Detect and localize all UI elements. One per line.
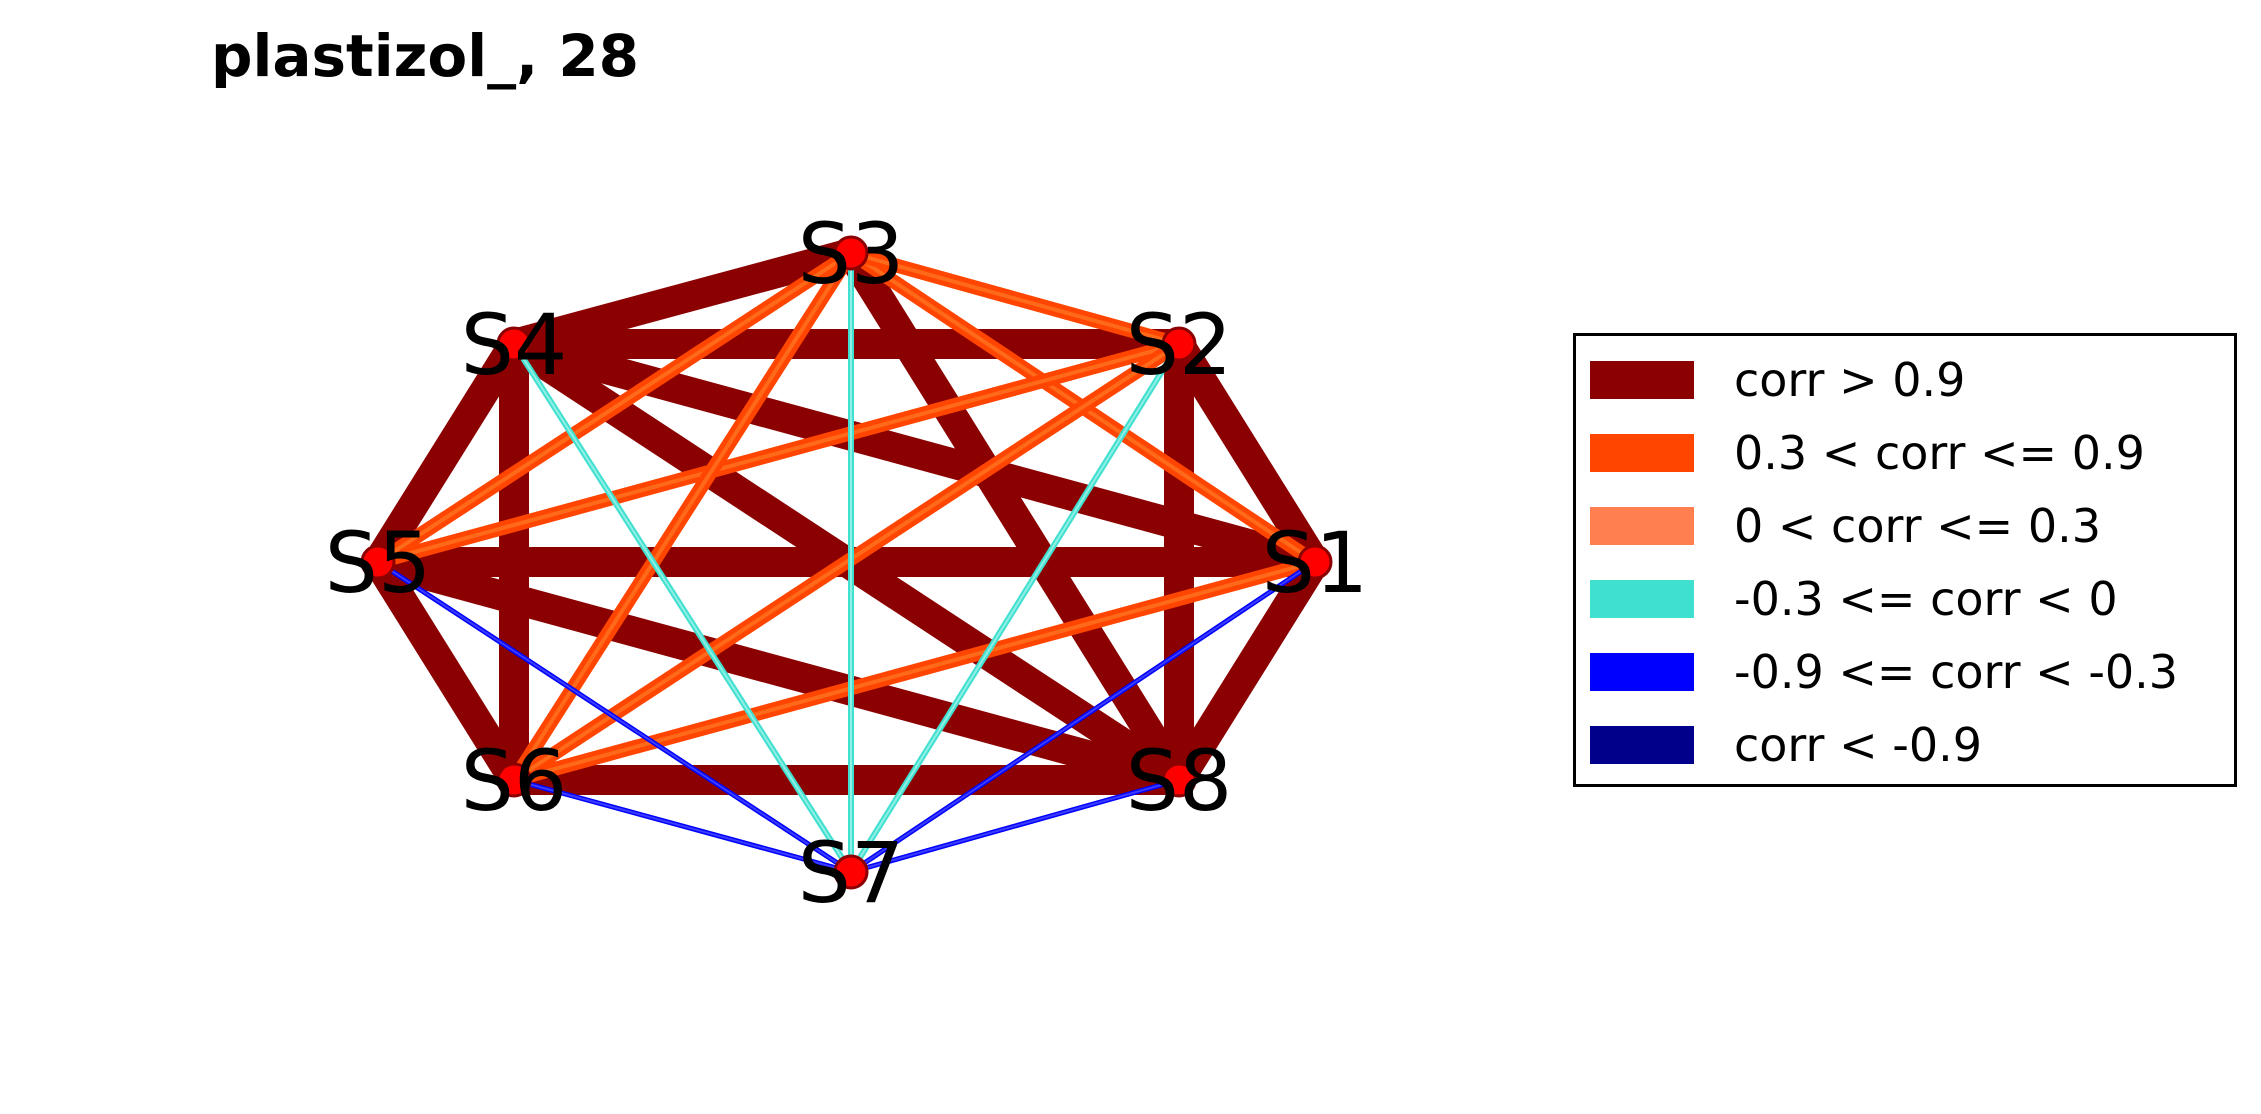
edge-highlight bbox=[513, 560, 1316, 782]
node-s4 bbox=[496, 326, 532, 362]
edge-core bbox=[850, 561, 1316, 873]
edge-s1-s8 bbox=[1164, 547, 1330, 795]
legend-label: corr > 0.9 bbox=[1734, 353, 1966, 407]
node-label-s3: S3 bbox=[798, 205, 905, 303]
node-s1 bbox=[1297, 544, 1333, 580]
edge-layer bbox=[363, 238, 1330, 875]
edge-highlight bbox=[512, 342, 1181, 782]
node-label-s5: S5 bbox=[325, 514, 432, 612]
legend-entry-weak-negative: -0.3 <= corr < 0 bbox=[1590, 569, 2118, 629]
label-layer: S1 S2 S3 S4 S5 S6 S7 S8 bbox=[325, 205, 1369, 922]
node-s2 bbox=[1161, 326, 1197, 362]
node-s5 bbox=[360, 544, 396, 580]
legend-entry-strong-negative: -0.9 <= corr < -0.3 bbox=[1590, 642, 2178, 702]
legend-label: 0.3 < corr <= 0.9 bbox=[1734, 426, 2145, 480]
legend: corr > 0.9 0.3 < corr <= 0.9 0 < corr <=… bbox=[1573, 333, 2237, 787]
legend-entry-very-strong-positive: corr > 0.9 bbox=[1590, 350, 1965, 410]
edge-highlight bbox=[376, 251, 853, 564]
edge-s3-s4 bbox=[499, 238, 866, 359]
node-s6 bbox=[496, 762, 532, 798]
graph-title: plastizol_, 28 bbox=[210, 22, 640, 90]
legend-swatch bbox=[1590, 361, 1694, 399]
legend-swatch bbox=[1590, 653, 1694, 691]
edge-highlight bbox=[512, 251, 853, 782]
edge-core bbox=[513, 343, 852, 873]
node-s8 bbox=[1161, 762, 1197, 798]
node-layer bbox=[360, 235, 1333, 890]
legend-label: -0.9 <= corr < -0.3 bbox=[1734, 645, 2179, 699]
legend-swatch bbox=[1590, 580, 1694, 618]
edge-s5-s6 bbox=[363, 547, 529, 795]
correlation-network-graph: S1 S2 S3 S4 S5 S6 S7 S8 bbox=[325, 205, 1369, 922]
legend-label: corr < -0.9 bbox=[1734, 718, 1982, 772]
edge-s4-s5 bbox=[363, 329, 529, 577]
legend-swatch bbox=[1590, 507, 1694, 545]
legend-entry-very-strong-negative: corr < -0.9 bbox=[1590, 715, 1982, 775]
legend-swatch bbox=[1590, 726, 1694, 764]
node-s3 bbox=[833, 235, 869, 271]
edge-s1-s2 bbox=[1164, 329, 1330, 577]
edge-core bbox=[513, 779, 852, 873]
legend-label: 0 < corr <= 0.3 bbox=[1734, 499, 2101, 553]
edge-core bbox=[850, 779, 1180, 873]
node-s7 bbox=[833, 854, 869, 890]
edge-highlight bbox=[850, 251, 1180, 346]
node-label-s4: S4 bbox=[461, 296, 568, 394]
edge-core bbox=[850, 343, 1180, 873]
legend-entry-weak-positive: 0 < corr <= 0.3 bbox=[1590, 496, 2101, 556]
edge-core bbox=[377, 561, 852, 873]
node-label-s1: S1 bbox=[1262, 514, 1369, 612]
node-label-s8: S8 bbox=[1126, 732, 1233, 830]
node-label-s2: S2 bbox=[1126, 296, 1233, 394]
node-label-s7: S7 bbox=[798, 824, 905, 922]
edge-highlight bbox=[377, 342, 1180, 564]
node-label-s6: S6 bbox=[461, 732, 568, 830]
legend-entry-strong-positive: 0.3 < corr <= 0.9 bbox=[1590, 423, 2145, 483]
legend-label: -0.3 <= corr < 0 bbox=[1734, 572, 2118, 626]
legend-swatch bbox=[1590, 434, 1694, 472]
